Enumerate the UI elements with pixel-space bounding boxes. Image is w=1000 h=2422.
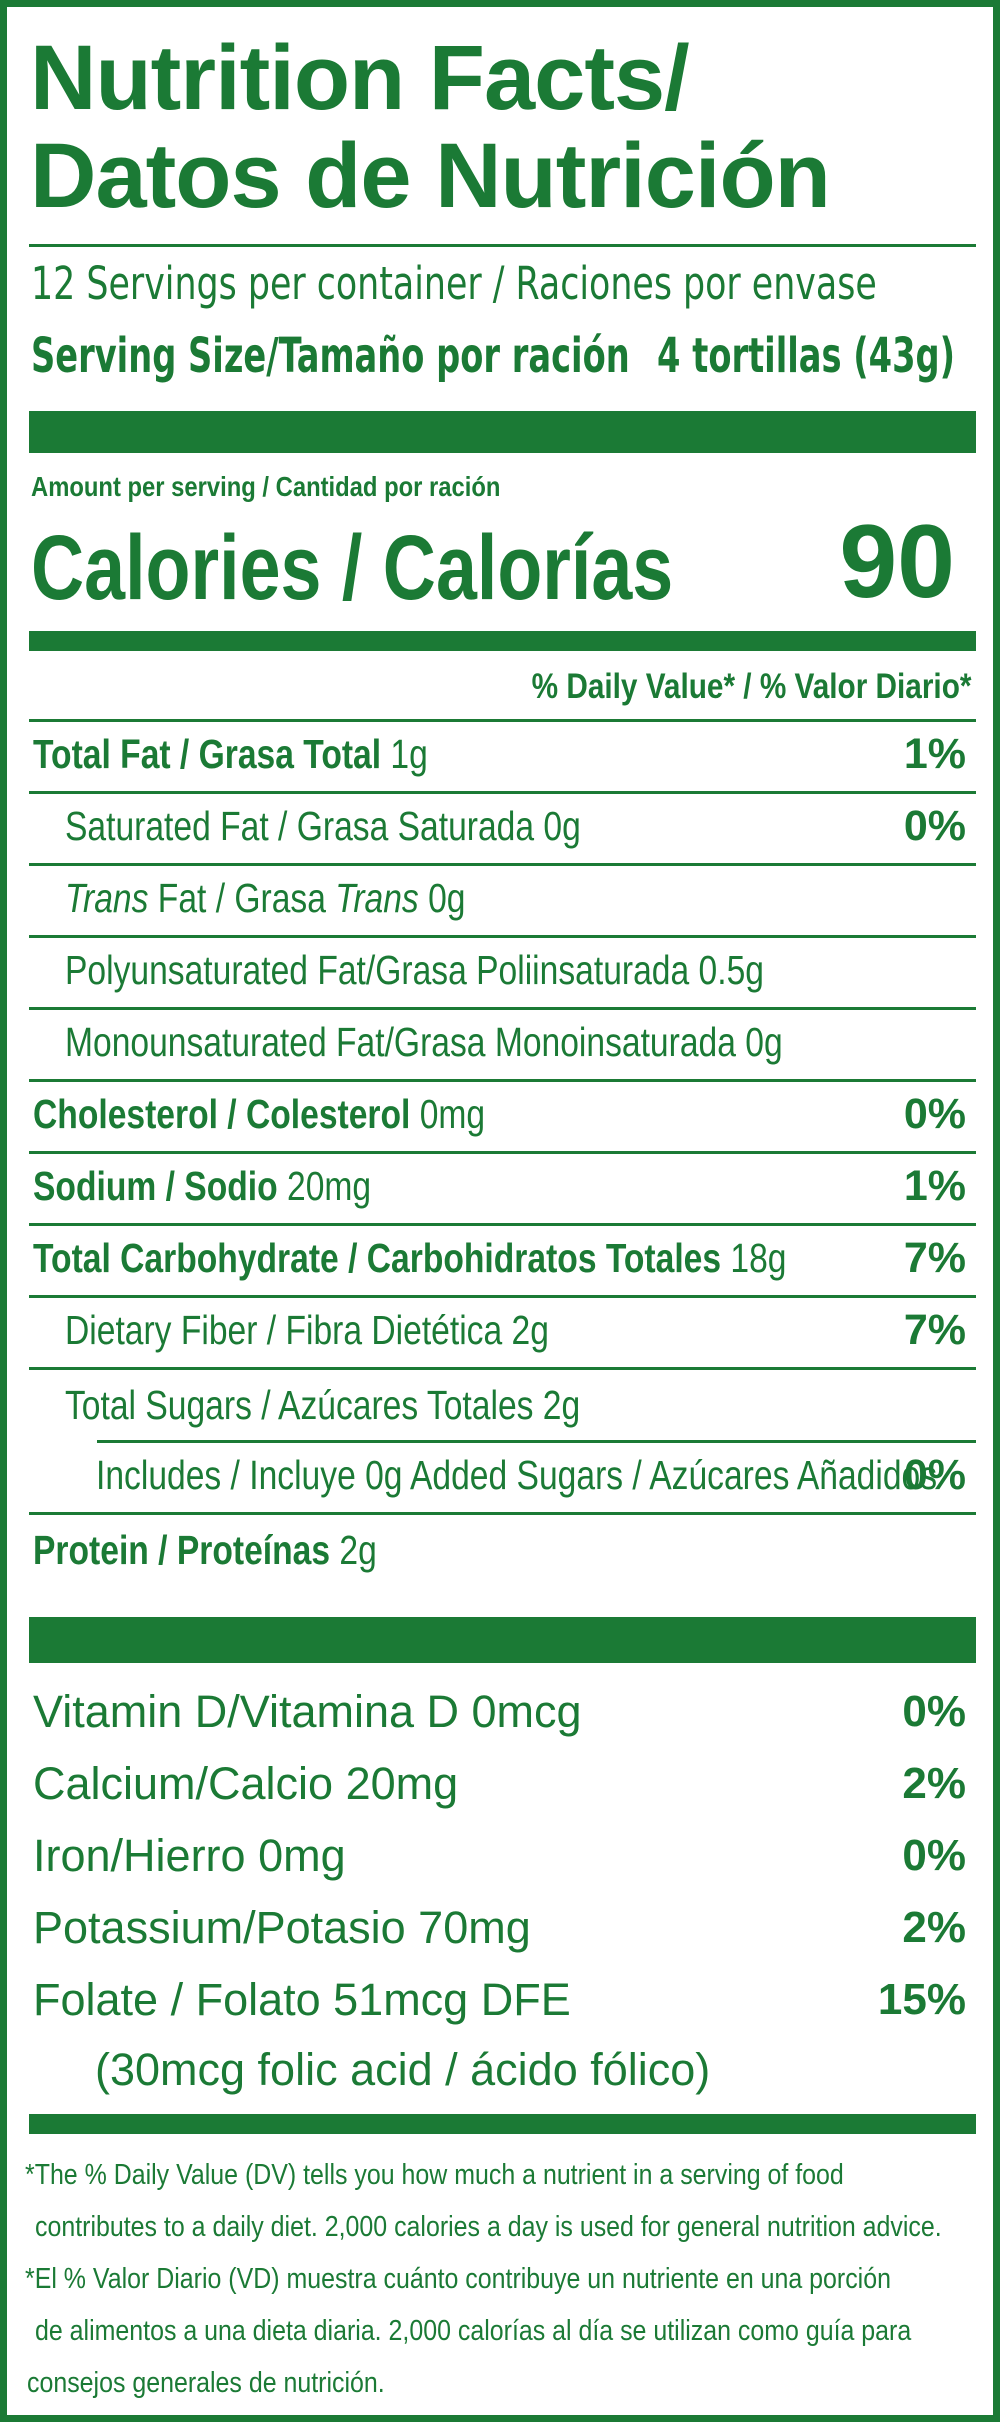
vitamin-percent: 2% bbox=[902, 1759, 966, 1808]
vitamin-row-folate: Folate / Folato 51mcg DFE 15% bbox=[29, 1965, 976, 2037]
vitamin-percent: 2% bbox=[902, 1903, 966, 1952]
nutrient-name: Saturated Fat / Grasa Saturada 0g bbox=[65, 803, 581, 849]
dv-rule bbox=[29, 719, 976, 722]
nutrient-name: Total Fat / Grasa Total bbox=[33, 731, 382, 777]
vitamin-name: Iron/Hierro 0mg bbox=[33, 1830, 346, 1881]
trans-italic: Trans bbox=[65, 875, 149, 921]
sugars-rule bbox=[97, 1440, 976, 1443]
vitamin-row-calcium: Calcium/Calcio 20mg 2% bbox=[29, 1749, 976, 1821]
vitamin-row-vitamin-d: Vitamin D/Vitamina D 0mcg 0% bbox=[29, 1677, 976, 1749]
vitamin-row-potassium: Potassium/Potasio 70mg 2% bbox=[29, 1893, 976, 1965]
nutrient-amount: 0mg bbox=[410, 1091, 486, 1137]
nutrient-row-monounsaturated-fat: Monounsaturated Fat/Grasa Monoinsaturada… bbox=[29, 1010, 976, 1082]
nutrient-row-saturated-fat: Saturated Fat / Grasa Saturada 0g 0% bbox=[29, 794, 976, 866]
nutrient-percent: 7% bbox=[903, 1306, 966, 1354]
vitamin-row-iron: Iron/Hierro 0mg 0% bbox=[29, 1821, 976, 1893]
nutrient-row-trans-fat: Trans Fat / Grasa Trans 0g bbox=[29, 866, 976, 938]
title-line-1: Nutrition Facts/ bbox=[30, 27, 690, 129]
title-rule bbox=[29, 244, 976, 247]
thick-rule-top bbox=[29, 411, 976, 453]
nutrient-row-added-sugars: Includes / Incluye 0g Added Sugars / Azú… bbox=[29, 1443, 976, 1515]
nutrient-amount: 18g bbox=[721, 1235, 787, 1281]
nutrient-name: Total Sugars / Azúcares Totales 2g bbox=[65, 1382, 581, 1428]
nutrient-percent: 0% bbox=[903, 1451, 966, 1499]
nutrient-name: Sodium / Sodio bbox=[33, 1163, 278, 1209]
nutrient-percent: 1% bbox=[903, 1162, 966, 1210]
amount-per-serving: Amount per serving / Cantidad por ración bbox=[31, 471, 501, 502]
footnote-es-line-2: de alimentos a una dieta diaria. 2,000 c… bbox=[35, 2315, 912, 2347]
nutrient-name: Total Carbohydrate / Carbohidratos Total… bbox=[33, 1235, 722, 1281]
nutrient-name: Monounsaturated Fat/Grasa Monoinsaturada… bbox=[65, 1019, 783, 1065]
nutrient-row-total-carbohydrate: Total Carbohydrate / Carbohidratos Total… bbox=[29, 1226, 976, 1298]
servings-per-container: 12 Servings per container / Raciones por… bbox=[31, 257, 877, 310]
serving-size-label: Serving Size/Tamaño por ración bbox=[31, 328, 630, 384]
nutrient-name: Protein / Proteínas bbox=[33, 1527, 331, 1573]
nutrient-amount: 2g bbox=[330, 1527, 377, 1573]
nutrient-percent: 0% bbox=[903, 802, 966, 850]
title-line-2: Datos de Nutrición bbox=[30, 125, 831, 227]
folic-acid-note: (30mcg folic acid / ácido fólico) bbox=[95, 2044, 711, 2095]
nutrient-name: Dietary Fiber / Fibra Dietética 2g bbox=[65, 1307, 549, 1353]
vitamin-percent: 0% bbox=[902, 1831, 966, 1880]
nutrient-amount: 1g bbox=[381, 731, 428, 777]
daily-value-header: % Daily Value* / % Valor Diario* bbox=[531, 667, 971, 706]
serving-size-value: 4 tortillas (43g) bbox=[656, 328, 955, 384]
nutrient-name: Includes / Incluye 0g Added Sugars / Azú… bbox=[96, 1452, 938, 1498]
vitamin-name: Folate / Folato 51mcg DFE bbox=[33, 1974, 571, 2025]
nutrient-amount: 20mg bbox=[277, 1163, 372, 1209]
nutrient-name: Polyunsaturated Fat/Grasa Poliinsaturada… bbox=[65, 947, 764, 993]
footnote-rule bbox=[29, 2114, 976, 2134]
footnote-en-line-2: contributes to a daily diet. 2,000 calor… bbox=[35, 2211, 942, 2243]
nutrient-row-dietary-fiber: Dietary Fiber / Fibra Dietética 2g 7% bbox=[29, 1298, 976, 1370]
nutrient-row-total-sugars: Total Sugars / Azúcares Totales 2g bbox=[29, 1370, 976, 1442]
vitamin-name: Calcium/Calcio 20mg bbox=[33, 1758, 459, 1809]
vitamin-percent: 15% bbox=[877, 1975, 966, 2024]
nutrient-percent: 0% bbox=[903, 1090, 966, 1138]
nutrient-row-polyunsaturated-fat: Polyunsaturated Fat/Grasa Poliinsaturada… bbox=[29, 938, 976, 1010]
nutrient-row-cholesterol: Cholesterol / Colesterol 0mg 0% bbox=[29, 1082, 976, 1154]
trans-mid: Fat / Grasa bbox=[148, 875, 336, 921]
vitamin-name: Potassium/Potasio 70mg bbox=[33, 1902, 531, 1953]
calories-rule bbox=[29, 631, 976, 651]
vitamin-name: Vitamin D/Vitamina D 0mcg bbox=[33, 1686, 582, 1737]
nutrient-row-total-fat: Total Fat / Grasa Total 1g 1% bbox=[29, 722, 976, 794]
trans-italic: Trans bbox=[335, 875, 419, 921]
nutrient-amount: 0g bbox=[418, 875, 466, 921]
nutrient-name: Cholesterol / Colesterol bbox=[33, 1091, 411, 1137]
calories-value: 90 bbox=[839, 504, 955, 620]
nutrient-row-sodium: Sodium / Sodio 20mg 1% bbox=[29, 1154, 976, 1226]
calories-label: Calories / Calorías bbox=[31, 517, 674, 619]
footnote-es-line-3: consejos generales de nutrición. bbox=[27, 2367, 385, 2399]
footnote-es-line-1: *El % Valor Diario (VD) muestra cuánto c… bbox=[25, 2263, 891, 2295]
nutrient-row-protein: Protein / Proteínas 2g bbox=[29, 1515, 976, 1587]
nutrient-percent: 1% bbox=[903, 730, 966, 778]
footnote-en-line-1: *The % Daily Value (DV) tells you how mu… bbox=[25, 2159, 844, 2191]
vitamin-percent: 0% bbox=[902, 1687, 966, 1736]
nutrient-percent: 7% bbox=[903, 1234, 966, 1282]
thick-rule-vitamins bbox=[29, 1617, 976, 1663]
